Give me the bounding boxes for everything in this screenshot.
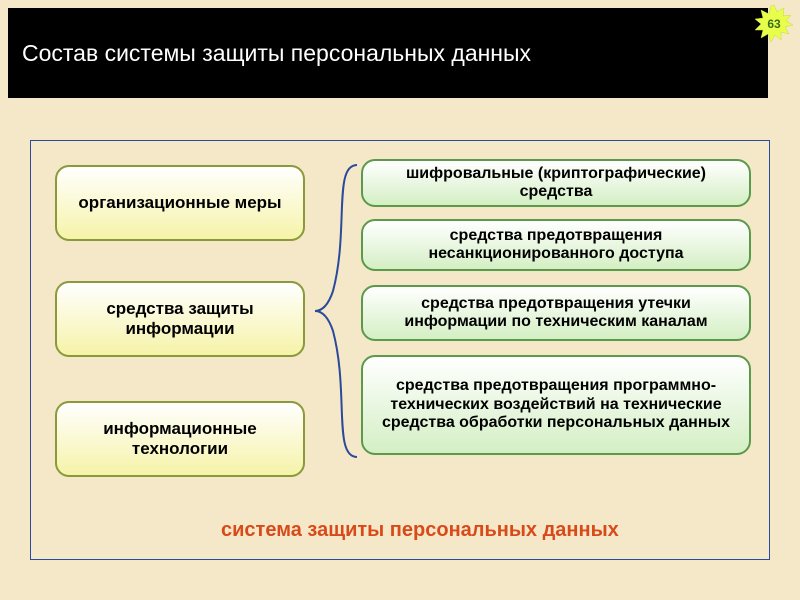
left-box-label: информационные технологии bbox=[67, 419, 293, 458]
diagram-footer-label: система защиты персональных данных bbox=[221, 519, 619, 542]
right-box-crypto: шифровальные (криптографические) средств… bbox=[361, 159, 751, 207]
left-box-protection-means: средства защиты информации bbox=[55, 281, 305, 357]
slide-number: 63 bbox=[767, 17, 780, 31]
right-box-leak: средства предотвращения утечки информаци… bbox=[361, 285, 751, 341]
slide-number-badge: 63 bbox=[754, 4, 794, 44]
right-box-label: средства предотвращения утечки информаци… bbox=[373, 295, 739, 332]
diagram-frame: организационные меры средства защиты инф… bbox=[30, 140, 770, 560]
right-box-label: шифровальные (криптографические) средств… bbox=[373, 165, 739, 202]
left-box-label: средства защиты информации bbox=[67, 299, 293, 338]
right-box-label: средства предотвращения программно-техни… bbox=[373, 377, 739, 432]
right-box-sw-hw-impact: средства предотвращения программно-техни… bbox=[361, 355, 751, 455]
slide-title: Состав системы защиты персональных данны… bbox=[22, 40, 531, 67]
left-box-label: организационные меры bbox=[78, 193, 281, 213]
right-box-label: средства предотвращения несанкционирован… bbox=[373, 227, 739, 264]
slide-header: Состав системы защиты персональных данны… bbox=[8, 8, 768, 98]
right-box-access: средства предотвращения несанкционирован… bbox=[361, 219, 751, 271]
left-box-info-tech: информационные технологии bbox=[55, 401, 305, 477]
brace-icon bbox=[313, 161, 361, 461]
left-box-org-measures: организационные меры bbox=[55, 165, 305, 241]
